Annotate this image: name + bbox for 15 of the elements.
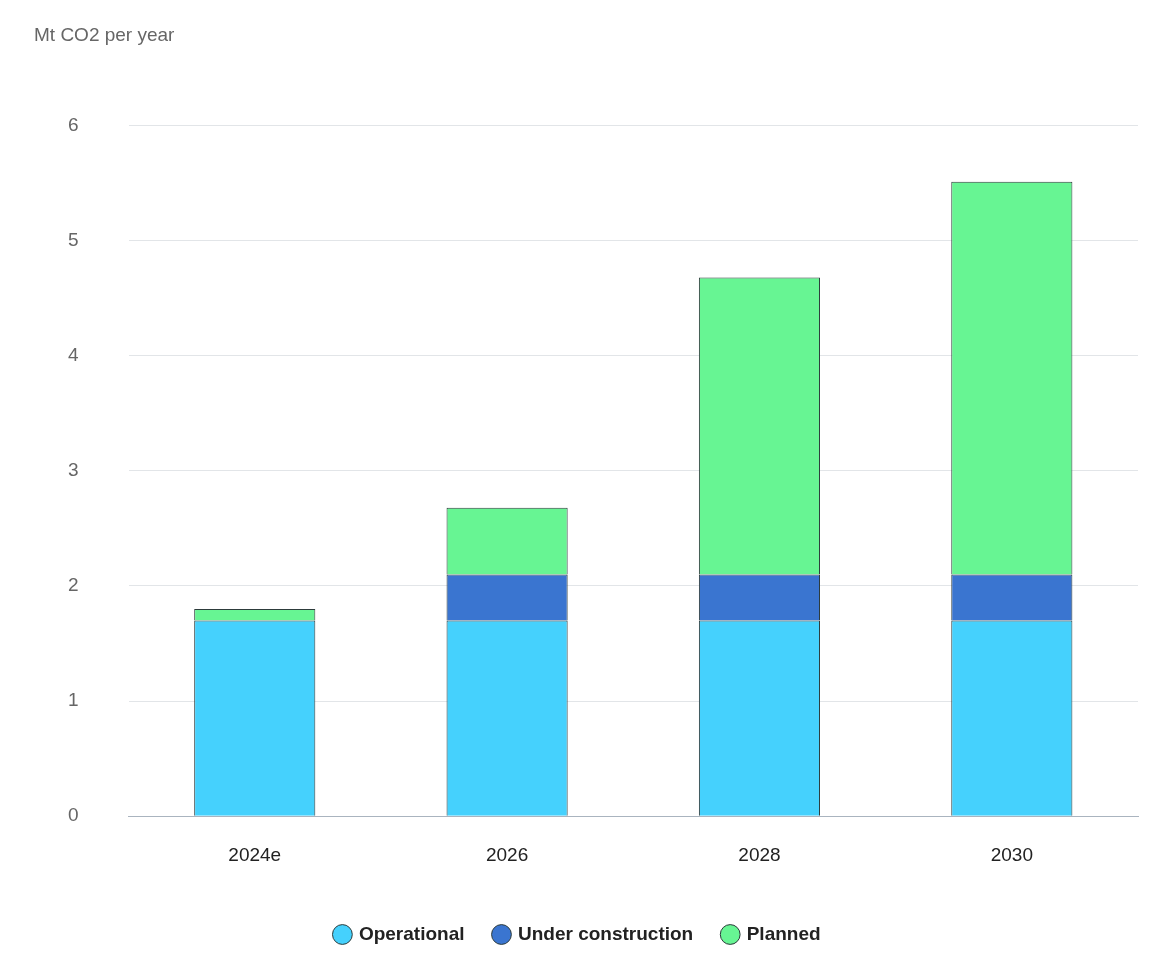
- x-tick-label: 2030: [990, 843, 1033, 865]
- y-tick-label: 2: [67, 574, 79, 596]
- legend-label: Planned: [746, 922, 821, 944]
- x-tick-label: 2026: [485, 843, 529, 865]
- legend-label: Under construction: [517, 922, 694, 944]
- y-tick-label: 0: [67, 804, 79, 826]
- y-tick-label: 1: [67, 689, 79, 711]
- y-tick-label: 4: [67, 343, 79, 365]
- legend-label: Operational: [358, 922, 465, 944]
- y-tick-label: 3: [67, 459, 79, 481]
- x-tick-label: 2024e: [228, 843, 282, 865]
- y-tick-label: 5: [67, 228, 79, 250]
- y-tick-label: 6: [67, 113, 79, 135]
- y-axis-title: Mt CO2 per year: [33, 23, 176, 47]
- x-tick-label: 2028: [738, 843, 781, 865]
